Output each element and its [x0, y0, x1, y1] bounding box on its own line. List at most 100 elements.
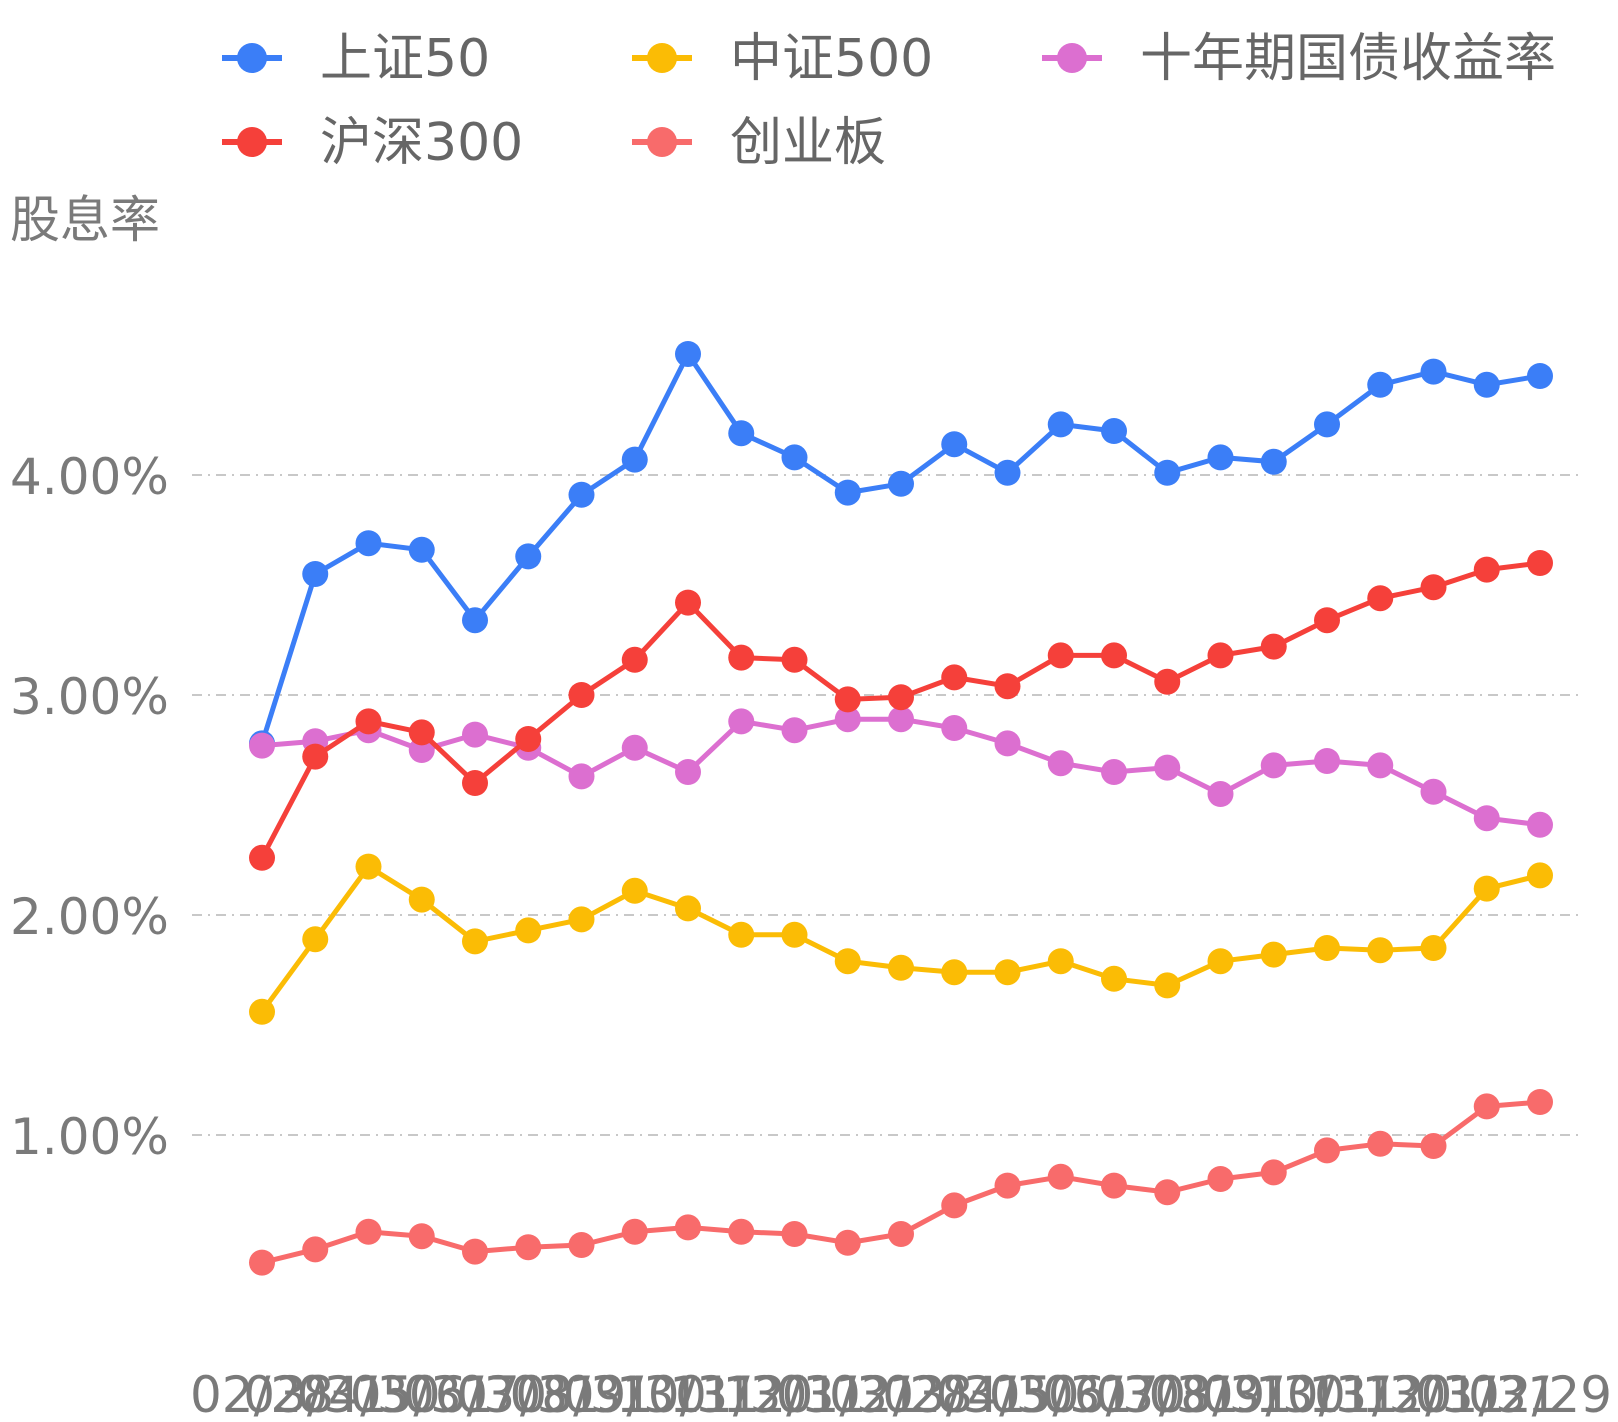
data-point[interactable] [1527, 862, 1553, 889]
data-point[interactable] [1473, 556, 1500, 583]
data-point[interactable] [1260, 1159, 1287, 1186]
data-point[interactable] [408, 886, 435, 913]
data-point[interactable] [1154, 459, 1181, 486]
data-point[interactable] [1207, 642, 1234, 669]
data-point[interactable] [994, 673, 1021, 700]
data-point[interactable] [888, 684, 914, 711]
data-point[interactable] [728, 644, 755, 671]
data-point[interactable] [1260, 752, 1287, 779]
data-point[interactable] [621, 646, 648, 673]
data-point[interactable] [1527, 550, 1553, 576]
data-point[interactable] [994, 459, 1021, 486]
data-point[interactable] [1420, 778, 1447, 805]
data-point[interactable] [888, 706, 914, 733]
data-point[interactable] [1527, 811, 1553, 838]
data-point[interactable] [462, 721, 488, 748]
data-point[interactable] [249, 1249, 275, 1276]
data-point[interactable] [675, 759, 701, 785]
data-point[interactable] [1101, 418, 1127, 444]
data-point[interactable] [249, 998, 275, 1025]
data-point[interactable] [941, 1192, 968, 1219]
data-point[interactable] [1314, 748, 1340, 774]
data-point[interactable] [941, 715, 968, 741]
data-point[interactable] [302, 1236, 329, 1263]
data-point[interactable] [888, 470, 914, 497]
data-point[interactable] [1207, 948, 1234, 975]
data-point[interactable] [515, 1234, 542, 1261]
data-point[interactable] [1367, 1130, 1394, 1157]
data-point[interactable] [834, 479, 861, 506]
data-point[interactable] [462, 770, 488, 796]
data-point[interactable] [355, 530, 382, 557]
data-point[interactable] [941, 664, 968, 691]
data-point[interactable] [515, 917, 542, 944]
data-point[interactable] [1047, 1163, 1074, 1190]
data-point[interactable] [1207, 1166, 1234, 1192]
data-point[interactable] [1101, 965, 1127, 992]
data-point[interactable] [568, 906, 595, 933]
data-point[interactable] [1367, 585, 1394, 612]
data-point[interactable] [355, 708, 382, 735]
data-point[interactable] [249, 732, 275, 759]
data-point[interactable] [355, 1218, 382, 1245]
data-point[interactable] [1101, 642, 1127, 669]
data-point[interactable] [621, 877, 648, 904]
data-point[interactable] [462, 928, 488, 955]
data-point[interactable] [941, 959, 968, 986]
data-point[interactable] [302, 561, 329, 587]
data-point[interactable] [1527, 363, 1553, 389]
data-point[interactable] [1420, 574, 1447, 601]
data-point[interactable] [675, 1214, 701, 1241]
data-point[interactable] [834, 948, 861, 975]
data-point[interactable] [675, 895, 701, 922]
data-point[interactable] [781, 444, 808, 471]
data-point[interactable] [515, 726, 542, 752]
data-point[interactable] [1154, 754, 1181, 781]
legend-item[interactable]: 上证50 [222, 29, 490, 89]
data-point[interactable] [888, 1221, 914, 1247]
data-point[interactable] [994, 1172, 1021, 1199]
data-point[interactable] [1473, 805, 1500, 832]
data-point[interactable] [888, 954, 914, 981]
data-point[interactable] [781, 646, 808, 673]
data-point[interactable] [1207, 444, 1234, 471]
legend-item[interactable]: 十年期国债收益率 [1042, 29, 1556, 89]
data-point[interactable] [1260, 941, 1287, 968]
data-point[interactable] [1367, 371, 1394, 398]
data-point[interactable] [568, 682, 595, 708]
data-point[interactable] [1154, 1179, 1181, 1206]
data-point[interactable] [568, 763, 595, 790]
data-point[interactable] [781, 1221, 808, 1247]
data-point[interactable] [1527, 1089, 1553, 1115]
data-point[interactable] [1260, 633, 1287, 660]
data-point[interactable] [728, 420, 755, 447]
data-point[interactable] [1473, 875, 1500, 902]
data-point[interactable] [728, 1218, 755, 1245]
data-point[interactable] [1154, 972, 1181, 999]
data-point[interactable] [941, 431, 968, 458]
data-point[interactable] [1047, 642, 1074, 669]
data-point[interactable] [1473, 371, 1500, 398]
data-point[interactable] [1101, 759, 1127, 785]
data-point[interactable] [621, 446, 648, 473]
data-point[interactable] [781, 717, 808, 744]
data-point[interactable] [728, 708, 755, 735]
data-point[interactable] [1314, 607, 1340, 634]
data-point[interactable] [302, 926, 329, 953]
data-point[interactable] [1047, 948, 1074, 975]
data-point[interactable] [1367, 937, 1394, 964]
data-point[interactable] [1420, 1133, 1447, 1159]
data-point[interactable] [1314, 935, 1340, 961]
data-point[interactable] [355, 853, 382, 880]
data-point[interactable] [675, 589, 701, 616]
data-point[interactable] [1047, 750, 1074, 777]
data-point[interactable] [621, 1218, 648, 1245]
data-point[interactable] [1473, 1093, 1500, 1120]
data-point[interactable] [781, 921, 808, 948]
data-point[interactable] [1154, 668, 1181, 695]
data-point[interactable] [462, 607, 488, 634]
data-point[interactable] [408, 1223, 435, 1250]
data-point[interactable] [728, 921, 755, 948]
data-point[interactable] [408, 719, 435, 746]
